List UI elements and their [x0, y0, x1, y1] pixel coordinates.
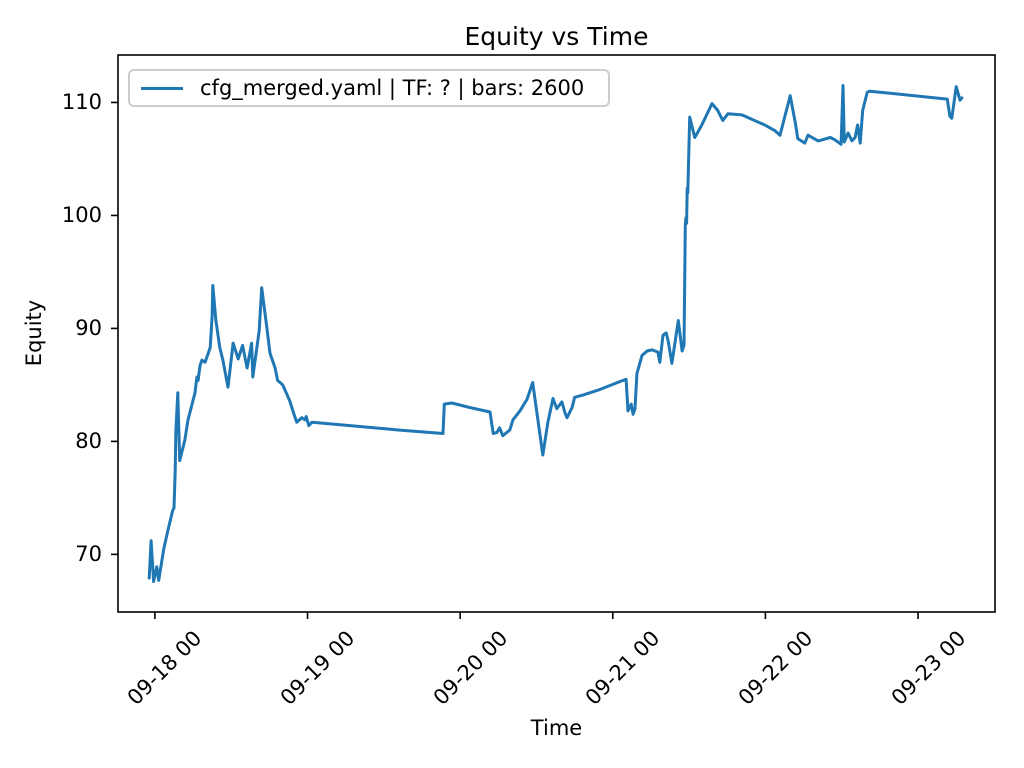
- equity-line: [147, 84, 964, 583]
- legend-label: cfg_merged.yaml | TF: ? | bars: 2600: [200, 76, 585, 100]
- y-tick-label: 80: [75, 429, 102, 454]
- legend: cfg_merged.yaml | TF: ? | bars: 2600: [128, 69, 610, 107]
- y-tick-label: 110: [61, 90, 102, 115]
- y-tick-label: 90: [75, 316, 102, 341]
- y-tick-label: 70: [75, 542, 102, 567]
- x-axis-label: Time: [530, 716, 583, 740]
- y-tick-label: 100: [61, 203, 102, 228]
- legend-line-sample: [141, 86, 183, 90]
- chart-title: Equity vs Time: [464, 22, 649, 51]
- axes-frame: [117, 54, 996, 613]
